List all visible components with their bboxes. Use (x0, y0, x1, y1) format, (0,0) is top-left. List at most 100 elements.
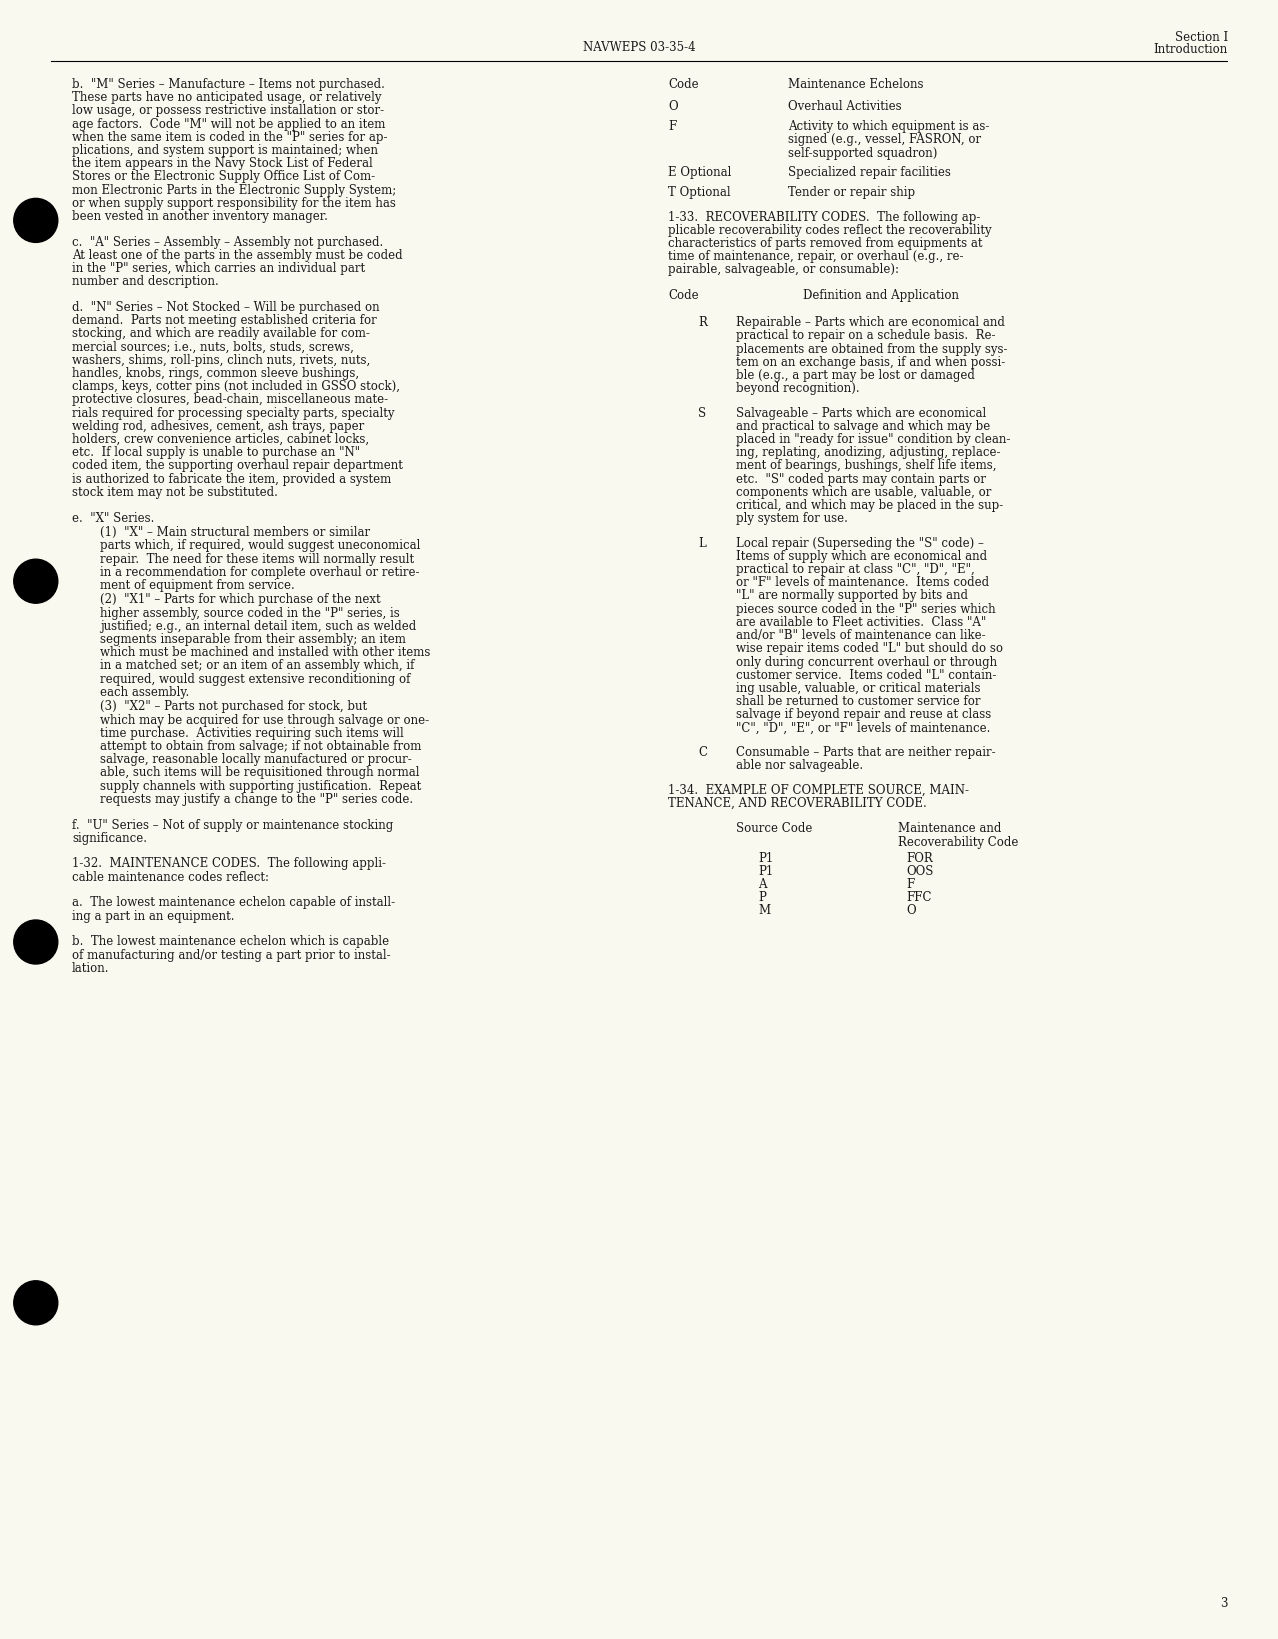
Text: 1-34.  EXAMPLE OF COMPLETE SOURCE, MAIN-: 1-34. EXAMPLE OF COMPLETE SOURCE, MAIN- (668, 783, 969, 797)
Text: signed (e.g., vessel, FASRON, or: signed (e.g., vessel, FASRON, or (789, 133, 982, 146)
Text: Recoverability Code: Recoverability Code (898, 836, 1019, 847)
Text: which may be acquired for use through salvage or one-: which may be acquired for use through sa… (100, 713, 429, 726)
Text: in a recommendation for complete overhaul or retire-: in a recommendation for complete overhau… (100, 565, 419, 579)
Text: significance.: significance. (72, 831, 147, 844)
Text: c.  "A" Series – Assembly – Assembly not purchased.: c. "A" Series – Assembly – Assembly not … (72, 236, 383, 249)
Text: P1: P1 (758, 851, 773, 864)
Text: Overhaul Activities: Overhaul Activities (789, 100, 901, 113)
Text: d.  "N" Series – Not Stocked – Will be purchased on: d. "N" Series – Not Stocked – Will be pu… (72, 302, 380, 315)
Text: ing, replating, anodizing, adjusting, replace-: ing, replating, anodizing, adjusting, re… (736, 446, 1001, 459)
Text: and/or "B" levels of maintenance can like-: and/or "B" levels of maintenance can lik… (736, 629, 985, 642)
Text: These parts have no anticipated usage, or relatively: These parts have no anticipated usage, o… (72, 92, 382, 105)
Text: pairable, salvageable, or consumable):: pairable, salvageable, or consumable): (668, 264, 898, 277)
Text: 1-32.  MAINTENANCE CODES.  The following appli-: 1-32. MAINTENANCE CODES. The following a… (72, 857, 386, 870)
Text: ble (e.g., a part may be lost or damaged: ble (e.g., a part may be lost or damaged (736, 369, 975, 382)
Text: OOS: OOS (906, 864, 933, 877)
Text: Definition and Application: Definition and Application (803, 288, 958, 302)
Text: etc.  If local supply is unable to purchase an "N": etc. If local supply is unable to purcha… (72, 446, 360, 459)
Text: M: M (758, 903, 771, 916)
Text: salvage if beyond repair and reuse at class: salvage if beyond repair and reuse at cl… (736, 708, 992, 721)
Text: each assembly.: each assembly. (100, 685, 189, 698)
Text: FOR: FOR (906, 851, 933, 864)
Text: Introduction: Introduction (1154, 43, 1228, 56)
Text: is authorized to fabricate the item, provided a system: is authorized to fabricate the item, pro… (72, 472, 391, 485)
Text: components which are usable, valuable, or: components which are usable, valuable, o… (736, 485, 992, 498)
Text: O: O (906, 903, 915, 916)
Text: ing usable, valuable, or critical materials: ing usable, valuable, or critical materi… (736, 682, 980, 695)
Text: justified; e.g., an internal detail item, such as welded: justified; e.g., an internal detail item… (100, 620, 417, 633)
Text: Maintenance Echelons: Maintenance Echelons (789, 79, 924, 90)
Text: the item appears in the Navy Stock List of Federal: the item appears in the Navy Stock List … (72, 157, 373, 170)
Text: (1)  "X" – Main structural members or similar: (1) "X" – Main structural members or sim… (100, 526, 371, 539)
Text: Section I: Section I (1174, 31, 1228, 44)
Text: supply channels with supporting justification.  Repeat: supply channels with supporting justific… (100, 779, 422, 792)
Text: coded item, the supporting overhaul repair department: coded item, the supporting overhaul repa… (72, 459, 403, 472)
Text: only during concurrent overhaul or through: only during concurrent overhaul or throu… (736, 656, 997, 669)
Text: demand.  Parts not meeting established criteria for: demand. Parts not meeting established cr… (72, 315, 377, 328)
Text: "C", "D", "E", or "F" levels of maintenance.: "C", "D", "E", or "F" levels of maintena… (736, 721, 990, 734)
Text: ing a part in an equipment.: ing a part in an equipment. (72, 910, 234, 923)
Text: low usage, or possess restrictive installation or stor-: low usage, or possess restrictive instal… (72, 105, 385, 118)
Text: clamps, keys, cotter pins (not included in GSSO stock),: clamps, keys, cotter pins (not included … (72, 380, 400, 393)
Text: Repairable – Parts which are economical and: Repairable – Parts which are economical … (736, 316, 1005, 329)
Text: "L" are normally supported by bits and: "L" are normally supported by bits and (736, 588, 967, 602)
Text: (3)  "X2" – Parts not purchased for stock, but: (3) "X2" – Parts not purchased for stock… (100, 700, 367, 713)
Text: practical to repair on a schedule basis.  Re-: practical to repair on a schedule basis.… (736, 329, 996, 343)
Text: Activity to which equipment is as-: Activity to which equipment is as- (789, 120, 989, 133)
Text: lation.: lation. (72, 960, 110, 974)
Text: Stores or the Electronic Supply Office List of Com-: Stores or the Electronic Supply Office L… (72, 170, 376, 184)
Text: washers, shims, roll-pins, clinch nuts, rivets, nuts,: washers, shims, roll-pins, clinch nuts, … (72, 354, 371, 367)
Text: salvage, reasonable locally manufactured or procur-: salvage, reasonable locally manufactured… (100, 752, 412, 765)
Text: able, such items will be requisitioned through normal: able, such items will be requisitioned t… (100, 765, 419, 779)
Text: TENANCE, AND RECOVERABILITY CODE.: TENANCE, AND RECOVERABILITY CODE. (668, 797, 927, 810)
Text: Salvageable – Parts which are economical: Salvageable – Parts which are economical (736, 406, 987, 420)
Text: f.  "U" Series – Not of supply or maintenance stocking: f. "U" Series – Not of supply or mainten… (72, 818, 394, 831)
Text: C: C (698, 746, 707, 759)
Text: pieces source coded in the "P" series which: pieces source coded in the "P" series wh… (736, 603, 996, 615)
Text: b.  The lowest maintenance echelon which is capable: b. The lowest maintenance echelon which … (72, 934, 389, 947)
Text: in a matched set; or an item of an assembly which, if: in a matched set; or an item of an assem… (100, 659, 414, 672)
Text: (2)  "X1" – Parts for which purchase of the next: (2) "X1" – Parts for which purchase of t… (100, 593, 381, 606)
Text: A: A (758, 877, 767, 890)
Text: tem on an exchange basis, if and when possi-: tem on an exchange basis, if and when po… (736, 356, 1006, 369)
Text: protective closures, bead-chain, miscellaneous mate-: protective closures, bead-chain, miscell… (72, 393, 389, 406)
Text: rials required for processing specialty parts, specialty: rials required for processing specialty … (72, 406, 395, 420)
Text: holders, crew convenience articles, cabinet locks,: holders, crew convenience articles, cabi… (72, 433, 369, 446)
Text: 1-33.  RECOVERABILITY CODES.  The following ap-: 1-33. RECOVERABILITY CODES. The followin… (668, 210, 980, 223)
Text: characteristics of parts removed from equipments at: characteristics of parts removed from eq… (668, 238, 983, 249)
Text: time purchase.  Activities requiring such items will: time purchase. Activities requiring such… (100, 726, 404, 739)
Text: customer service.  Items coded "L" contain-: customer service. Items coded "L" contai… (736, 669, 997, 682)
Text: P1: P1 (758, 864, 773, 877)
Text: number and description.: number and description. (72, 275, 219, 288)
Text: ply system for use.: ply system for use. (736, 511, 847, 524)
Text: or when supply support responsibility for the item has: or when supply support responsibility fo… (72, 197, 396, 210)
Text: segments inseparable from their assembly; an item: segments inseparable from their assembly… (100, 633, 406, 646)
Text: R: R (698, 316, 707, 329)
Text: of manufacturing and/or testing a part prior to instal-: of manufacturing and/or testing a part p… (72, 947, 391, 960)
Text: repair.  The need for these items will normally result: repair. The need for these items will no… (100, 552, 414, 565)
Text: parts which, if required, would suggest uneconomical: parts which, if required, would suggest … (100, 539, 420, 552)
Text: Code: Code (668, 288, 699, 302)
Text: ment of equipment from service.: ment of equipment from service. (100, 579, 295, 592)
Text: shall be returned to customer service for: shall be returned to customer service fo… (736, 695, 980, 708)
Text: Maintenance and: Maintenance and (898, 823, 1002, 834)
Text: b.  "M" Series – Manufacture – Items not purchased.: b. "M" Series – Manufacture – Items not … (72, 79, 385, 90)
Text: higher assembly, source coded in the "P" series, is: higher assembly, source coded in the "P"… (100, 606, 400, 620)
Text: time of maintenance, repair, or overhaul (e.g., re-: time of maintenance, repair, or overhaul… (668, 251, 964, 264)
Circle shape (14, 921, 58, 964)
Text: P: P (758, 890, 766, 903)
Text: placements are obtained from the supply sys-: placements are obtained from the supply … (736, 343, 1007, 356)
Text: required, would suggest extensive reconditioning of: required, would suggest extensive recond… (100, 672, 410, 685)
Text: age factors.  Code "M" will not be applied to an item: age factors. Code "M" will not be applie… (72, 118, 386, 131)
Text: and practical to salvage and which may be: and practical to salvage and which may b… (736, 420, 990, 433)
Circle shape (14, 200, 58, 243)
Text: Consumable – Parts that are neither repair-: Consumable – Parts that are neither repa… (736, 746, 996, 759)
Circle shape (14, 1282, 58, 1324)
Text: plications, and system support is maintained; when: plications, and system support is mainta… (72, 144, 378, 157)
Text: O: O (668, 100, 677, 113)
Text: requests may justify a change to the "P" series code.: requests may justify a change to the "P"… (100, 792, 413, 805)
Text: been vested in another inventory manager.: been vested in another inventory manager… (72, 210, 328, 223)
Text: FFC: FFC (906, 890, 932, 903)
Text: E Optional: E Optional (668, 166, 731, 179)
Text: placed in "ready for issue" condition by clean-: placed in "ready for issue" condition by… (736, 433, 1011, 446)
